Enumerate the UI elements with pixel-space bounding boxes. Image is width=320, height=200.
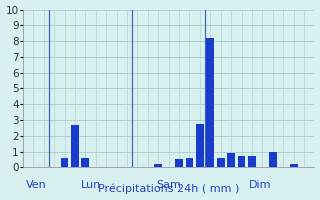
Bar [196,124,204,167]
Bar [154,164,162,167]
Bar [217,158,225,167]
Bar [206,38,214,167]
Bar [248,156,256,167]
X-axis label: Précipitations 24h ( mm ): Précipitations 24h ( mm ) [98,184,239,194]
Bar [175,159,183,167]
Bar [269,152,277,167]
Bar [186,158,193,167]
Bar [227,153,235,167]
Bar [71,125,79,167]
Text: Sam: Sam [156,180,181,190]
Text: Lun: Lun [80,180,101,190]
Text: Ven: Ven [26,180,46,190]
Bar [81,158,89,167]
Bar [60,158,68,167]
Bar [238,156,245,167]
Text: Dim: Dim [249,180,271,190]
Bar [290,164,298,167]
